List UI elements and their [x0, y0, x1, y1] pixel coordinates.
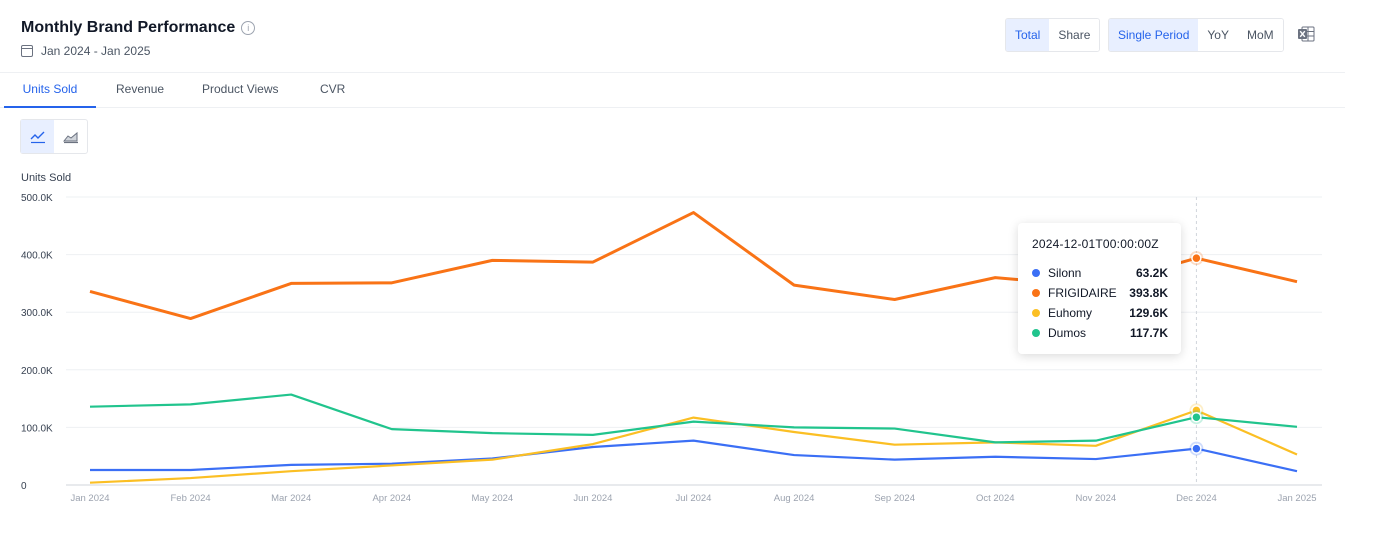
tooltip-title: 2024-12-01T00:00:00Z [1032, 237, 1159, 251]
tooltip-series-name: Euhomy [1048, 306, 1093, 320]
line-chart: 0 100.0K 200.0K 300.0K 400.0K 500.0K Jan 2024 F… [21, 193, 1322, 504]
tooltip-series-value: 393.8K [1129, 286, 1168, 300]
x-tick-label: Mar 2024 [271, 493, 311, 504]
line-view-button[interactable] [21, 120, 54, 153]
tooltip-row-dumos: Dumos 117.7K [1032, 325, 1168, 341]
x-tick-label: Jan 2024 [70, 493, 109, 504]
series-dot-icon [1032, 309, 1040, 317]
x-tick-label: Dec 2024 [1176, 493, 1217, 504]
tooltip-series-value: 117.7K [1129, 326, 1168, 340]
x-tick-label: May 2024 [471, 493, 513, 504]
area-chart-icon [62, 131, 78, 143]
yoy-button[interactable]: YoY [1198, 19, 1238, 51]
tooltip-series-name: FRIGIDAIRE [1048, 286, 1117, 300]
tab-units-sold[interactable]: Units Sold [4, 73, 96, 108]
series-line-euhomy [89, 409, 1298, 484]
info-icon[interactable]: i [241, 21, 256, 35]
area-view-button[interactable] [54, 120, 87, 153]
x-tick-label: Nov 2024 [1075, 493, 1116, 504]
series-line-silonn [90, 439, 1298, 473]
tooltip-row-frigidaire: FRIGIDAIRE 393.8K [1032, 285, 1168, 301]
series-dot-icon [1032, 329, 1040, 337]
tooltip-series-name: Silonn [1048, 266, 1082, 280]
single-period-button[interactable]: Single Period [1109, 19, 1199, 51]
x-tick-label: Feb 2024 [171, 493, 211, 504]
x-tick-label: Jun 2024 [573, 493, 612, 504]
x-tick-label: Jul 2024 [676, 493, 712, 504]
x-tick-label: Apr 2024 [372, 493, 411, 504]
chart-tooltip: 2024-12-01T00:00:00Z Silonn 63.2K FRIGID… [1018, 223, 1181, 354]
tooltip-series-value: 129.6K [1129, 306, 1168, 320]
series-dot-icon [1032, 269, 1040, 277]
chart-view-toggle [20, 119, 88, 154]
period-toggle: Single Period YoY MoM [1108, 18, 1284, 52]
x-tick-label: Oct 2024 [976, 493, 1015, 504]
excel-export-icon[interactable] [1297, 25, 1315, 43]
total-share-toggle: Total Share [1005, 18, 1101, 52]
total-button[interactable]: Total [1006, 19, 1050, 51]
page-title: Monthly Brand Performance [21, 19, 236, 36]
calendar-icon [21, 45, 33, 57]
y-tick-label: 400.0K [21, 251, 53, 262]
x-tick-label: Jan 2025 [1277, 493, 1316, 504]
y-tick-label: 0 [21, 481, 27, 492]
series-dot-icon [1032, 289, 1040, 297]
metric-tabs: Units Sold Revenue Product Views CVR [0, 73, 1345, 108]
tooltip-row-euhomy: Euhomy 129.6K [1032, 305, 1168, 321]
header: Monthly Brand Performance i Jan 2024 - J… [0, 0, 1345, 73]
tab-cvr[interactable]: CVR [320, 82, 346, 96]
tooltip-row-silonn: Silonn 63.2K [1032, 265, 1168, 281]
date-range: Jan 2024 - Jan 2025 [21, 44, 150, 58]
x-tick-label: Aug 2024 [774, 493, 815, 504]
highlight-point-dumos [1191, 411, 1202, 423]
title-row: Monthly Brand Performance i [21, 19, 256, 37]
y-tick-label: 500.0K [21, 193, 53, 204]
tooltip-series-value: 63.2K [1135, 266, 1168, 280]
share-button[interactable]: Share [1049, 19, 1100, 51]
tab-product-views[interactable]: Product Views [202, 82, 279, 96]
mom-button[interactable]: MoM [1237, 19, 1283, 51]
date-range-text: Jan 2024 - Jan 2025 [41, 44, 151, 58]
tooltip-series-name: Dumos [1048, 326, 1087, 340]
x-tick-label: Sep 2024 [874, 493, 915, 504]
line-chart-icon [30, 131, 45, 143]
y-axis-label: Units Sold [21, 172, 72, 184]
highlight-point-frigidaire [1191, 252, 1202, 264]
y-tick-label: 200.0K [21, 366, 53, 377]
series-line-dumos [89, 393, 1298, 444]
tab-revenue[interactable]: Revenue [116, 82, 165, 96]
highlight-point-silonn [1191, 443, 1202, 454]
y-tick-label: 100.0K [21, 423, 53, 434]
y-tick-label: 300.0K [21, 308, 53, 319]
